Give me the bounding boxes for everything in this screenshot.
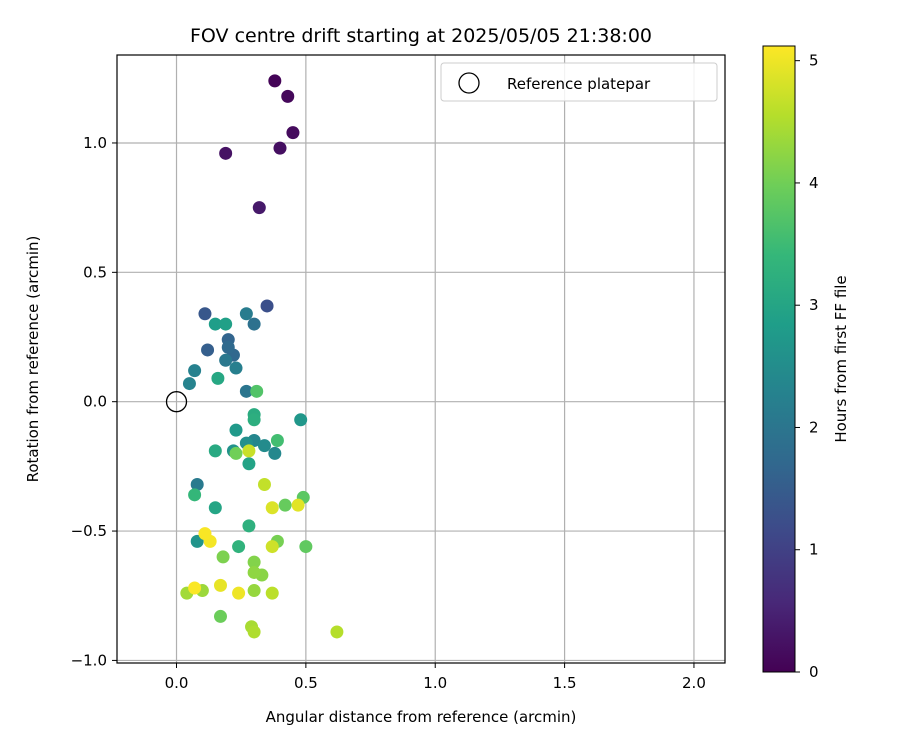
data-point (229, 446, 243, 460)
data-point (216, 550, 230, 564)
x-tick-label: 2.0 (682, 674, 706, 692)
colorbar-ticks: 0 1 2 3 4 5 (795, 52, 819, 681)
data-point (229, 423, 243, 437)
colorbar-tick-label: 3 (809, 296, 819, 314)
data-point (257, 439, 271, 453)
data-point (208, 317, 222, 331)
data-point (299, 540, 313, 554)
reference-platepar-point (165, 391, 188, 413)
data-point (247, 565, 261, 579)
data-point (208, 501, 222, 515)
data-point (247, 555, 261, 569)
legend-reference-marker (458, 72, 480, 94)
colorbar-gradient (762, 45, 796, 673)
data-point (242, 519, 256, 533)
y-axis-label: Rotation from reference (arcmin) (24, 236, 42, 483)
data-point (247, 584, 261, 598)
data-point (268, 74, 282, 88)
y-tick-label: −0.5 (71, 522, 107, 540)
y-axis-ticks: −1.0 −0.5 0.0 0.5 1.0 (71, 134, 117, 669)
data-point (188, 364, 202, 378)
data-point (198, 527, 212, 541)
y-tick-label: 0.5 (83, 263, 107, 281)
data-point (190, 477, 204, 491)
chart-title: FOV centre drift starting at 2025/05/05 … (190, 25, 652, 47)
y-tick-label: 1.0 (83, 134, 107, 152)
data-point (247, 413, 261, 427)
colorbar: 0 1 2 3 4 5 Hours from first FF file (762, 45, 850, 681)
y-tick-label: 0.0 (83, 393, 107, 411)
x-tick-label: 1.0 (423, 674, 447, 692)
x-axis-ticks: 0.0 0.5 1.0 1.5 2.0 (165, 663, 706, 692)
data-point (294, 413, 308, 427)
data-point (232, 586, 246, 600)
data-point (182, 377, 196, 391)
legend-label-reference-platepar: Reference platepar (507, 75, 651, 93)
x-tick-label: 0.0 (165, 674, 189, 692)
data-point (265, 540, 279, 554)
data-point (219, 317, 233, 331)
data-point (260, 299, 274, 313)
data-point (239, 307, 253, 321)
plot-frame (116, 54, 726, 664)
colorbar-tick-label: 1 (809, 541, 819, 559)
data-point (219, 353, 233, 367)
reference-marker (165, 391, 188, 413)
data-point (252, 201, 266, 215)
data-point (242, 457, 256, 471)
data-point (278, 498, 292, 512)
data-point (247, 625, 261, 639)
data-point (265, 586, 279, 600)
data-point (268, 446, 282, 460)
colorbar-tick-label: 2 (809, 418, 819, 436)
data-point (265, 501, 279, 515)
data-point (213, 609, 227, 623)
data-point (247, 317, 261, 331)
data-point (201, 343, 215, 357)
colorbar-tick-label: 5 (809, 52, 819, 70)
legend-box (440, 62, 718, 102)
colorbar-tick-label: 4 (809, 174, 819, 192)
data-point (213, 578, 227, 592)
data-point (330, 625, 344, 639)
data-points (180, 74, 344, 639)
y-tick-label: −1.0 (71, 651, 107, 669)
data-point (211, 371, 225, 385)
data-point (232, 540, 246, 554)
data-point (270, 433, 284, 447)
x-tick-label: 0.5 (294, 674, 318, 692)
data-point (250, 384, 264, 398)
x-tick-label: 1.5 (553, 674, 577, 692)
data-point (208, 444, 222, 458)
data-point (219, 146, 233, 160)
data-point (198, 307, 212, 321)
data-point (221, 340, 235, 354)
data-point (239, 384, 253, 398)
data-point (291, 498, 305, 512)
data-point (188, 488, 202, 502)
data-point (286, 126, 300, 140)
colorbar-tick-label: 0 (809, 663, 819, 681)
colorbar-label: Hours from first FF file (832, 275, 850, 442)
data-point (257, 477, 271, 491)
data-point (229, 361, 243, 375)
data-point (188, 581, 202, 595)
data-point (242, 444, 256, 458)
data-point (281, 89, 295, 103)
legend: Reference platepar (440, 62, 718, 102)
x-axis-label: Angular distance from reference (arcmin) (266, 708, 577, 726)
data-point (273, 141, 287, 155)
grid-lines (117, 55, 725, 663)
